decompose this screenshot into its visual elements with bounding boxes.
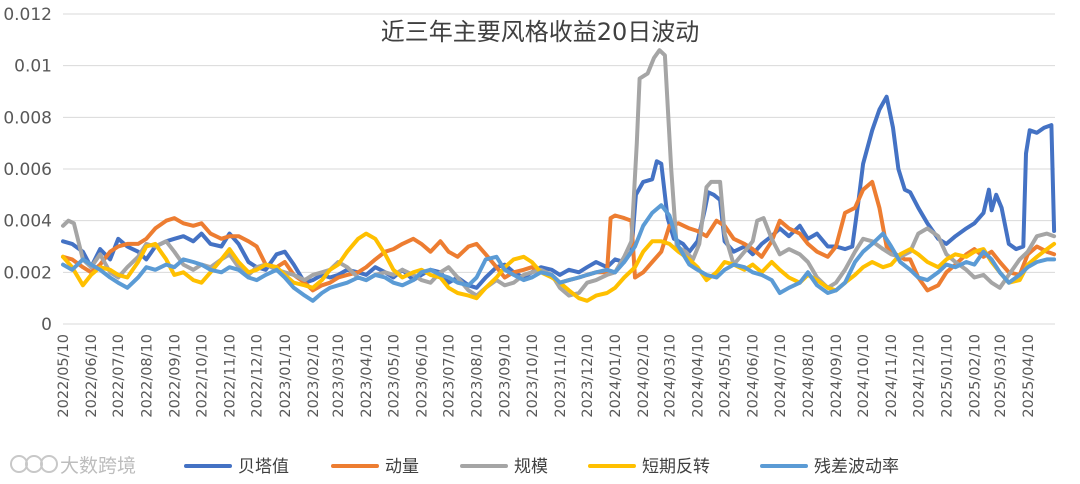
gridlines — [63, 13, 1055, 325]
x-tick-label: 2024/08/10 — [801, 334, 817, 418]
series-line-5 — [61, 203, 1057, 303]
x-tick-label: 2024/09/10 — [829, 334, 845, 418]
x-axis-tick-labels: 2022/05/10 2022/06/10 2022/07/10 2022/08/10… — [56, 334, 1037, 418]
x-tick-label: 2023/07/10 — [442, 334, 458, 418]
watermark-logo-icon — [10, 455, 58, 473]
y-tick-label: 0.008 — [3, 108, 52, 128]
x-tick-label: 2024/05/10 — [718, 334, 734, 418]
x-tick-label: 2022/08/10 — [139, 334, 155, 418]
x-tick-label: 2023/05/10 — [386, 334, 402, 418]
x-tick-label: 2025/03/10 — [993, 334, 1009, 418]
series-lines — [61, 48, 1057, 303]
x-tick-label: 2024/06/10 — [746, 334, 762, 418]
x-tick-label: 2025/04/10 — [1021, 334, 1037, 418]
x-tick-label: 2022/12/10 — [250, 334, 266, 418]
x-tick-label: 2023/08/10 — [470, 334, 486, 418]
x-tick-label: 2024/04/10 — [690, 334, 706, 418]
x-tick-label: 2024/12/10 — [911, 334, 927, 418]
y-tick-label: 0.012 — [3, 5, 52, 25]
x-tick-label: 2024/10/10 — [856, 334, 872, 418]
x-tick-label: 2023/09/10 — [498, 334, 514, 418]
y-tick-label: 0.004 — [3, 212, 52, 232]
x-tick-label: 2023/03/10 — [331, 334, 347, 418]
x-tick-label: 2023/04/10 — [359, 334, 375, 418]
x-tick-label: 2025/01/10 — [939, 334, 955, 418]
x-tick-label: 2022/06/10 — [84, 334, 100, 418]
x-tick-label: 2024/11/10 — [884, 334, 900, 418]
y-tick-label: 0.002 — [3, 263, 52, 283]
x-tick-label: 2024/03/10 — [662, 334, 678, 418]
x-tick-label: 2022/07/10 — [111, 334, 127, 418]
legend-label: 短期反转 — [642, 457, 710, 477]
y-tick-label: 0 — [41, 315, 52, 335]
x-tick-label: 2022/09/10 — [167, 334, 183, 418]
x-tick-label: 2023/10/10 — [525, 334, 541, 418]
legend-label: 动量 — [385, 457, 419, 477]
watermark: 大数跨境 — [10, 455, 136, 477]
x-tick-label: 2023/01/10 — [278, 334, 294, 418]
legend-label: 残差波动率 — [814, 457, 899, 477]
x-tick-label: 2024/02/10 — [636, 334, 652, 418]
x-tick-label: 2023/12/10 — [580, 334, 596, 418]
x-tick-label: 2022/10/10 — [194, 334, 210, 418]
y-axis-tick-labels: 0 0.002 0.004 0.006 0.008 0.01 0.012 — [3, 5, 52, 335]
x-tick-label: 2022/05/10 — [56, 334, 72, 418]
y-tick-label: 0.006 — [3, 160, 52, 180]
x-tick-label: 2023/06/10 — [414, 334, 430, 418]
x-tick-label: 2022/11/10 — [223, 334, 239, 418]
legend-label: 规模 — [514, 457, 548, 477]
legend: 贝塔值 动量 规模 短期反转 残差波动率 — [184, 457, 899, 477]
x-tick-label: 2024/07/10 — [773, 334, 789, 418]
chart-title: 近三年主要风格收益20日波动 — [381, 18, 700, 46]
x-tick-label: 2024/01/10 — [608, 334, 624, 418]
series-line-3 — [61, 48, 1057, 298]
y-tick-label: 0.01 — [14, 57, 52, 77]
x-tick-label: 2023/11/10 — [553, 334, 569, 418]
x-tick-label: 2025/02/10 — [967, 334, 983, 418]
watermark-text: 大数跨境 — [60, 455, 136, 477]
legend-label: 贝塔值 — [238, 457, 289, 477]
x-tick-label: 2023/02/10 — [306, 334, 322, 418]
